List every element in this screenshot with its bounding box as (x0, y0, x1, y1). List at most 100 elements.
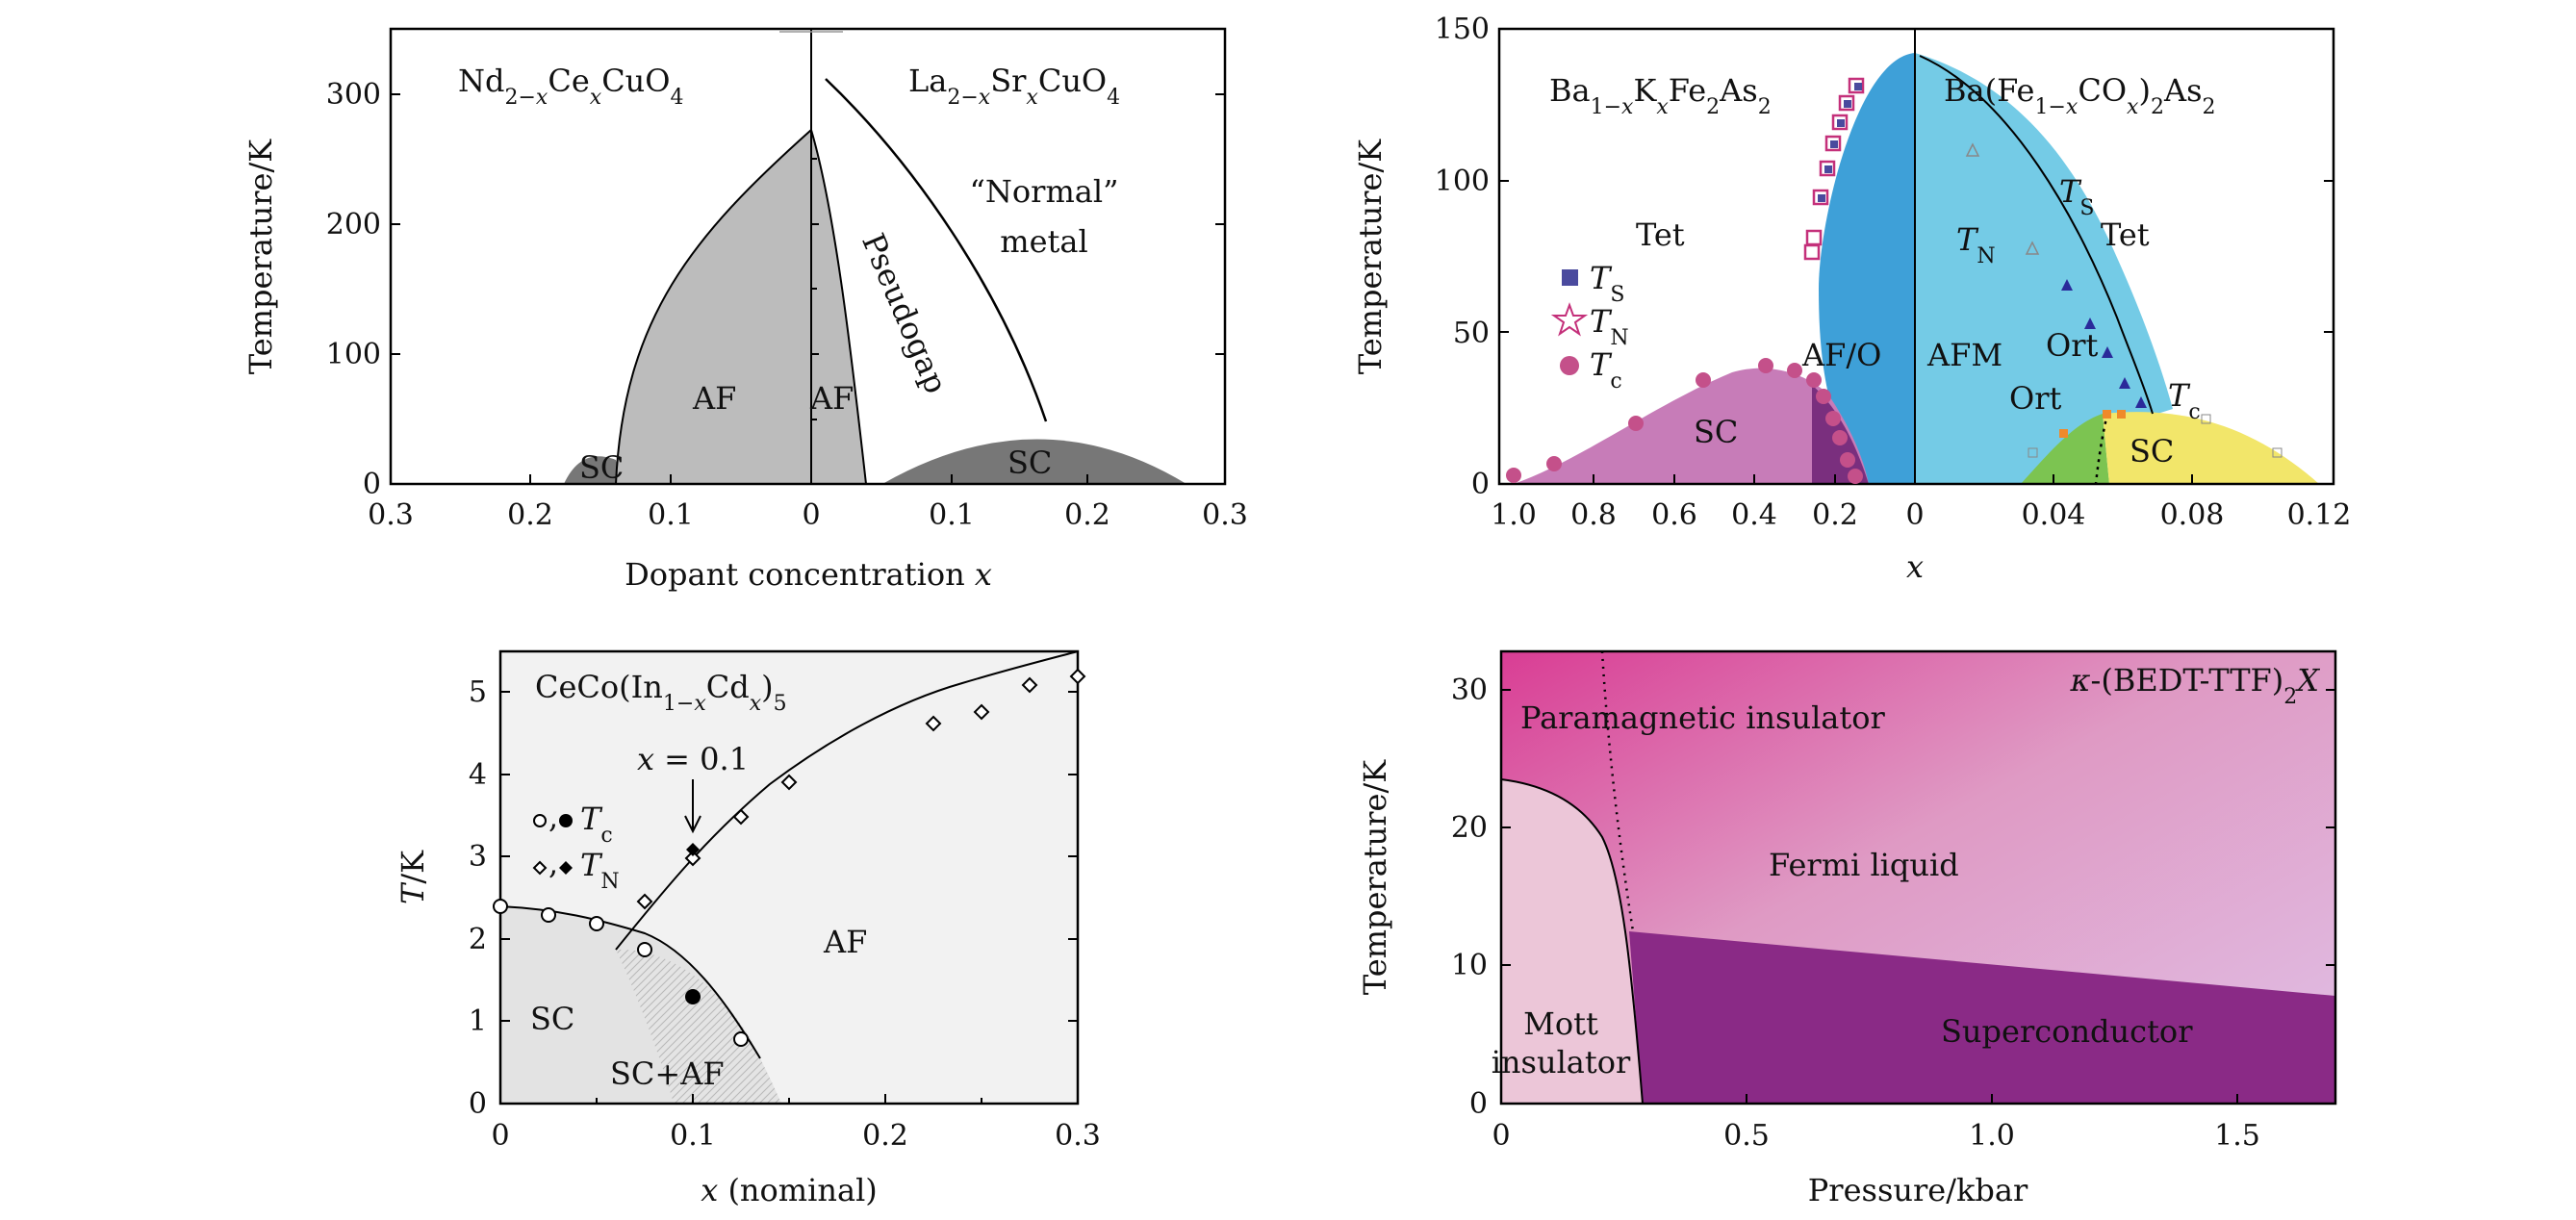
p3-xtick-2: 0.2 (862, 1119, 908, 1153)
p2-xtick-l5: 0 (1905, 498, 1924, 532)
p3-xtick-1: 0.1 (670, 1119, 716, 1153)
ts-right-marker (2025, 241, 2040, 255)
legend-tc-label: Tc (1590, 346, 1622, 394)
p4-xlabel: Pressure/kbar (1808, 1172, 2028, 1208)
tn-filled-marker (686, 843, 700, 856)
panel1-x-ticks: 0.3 0.2 0.1 0 0.1 0.2 0.3 (368, 498, 1248, 532)
panel-iron-pnictides: 1.0 0.8 0.6 0.4 0.2 0 0.04 0.08 0.12 0 5… (1352, 13, 2351, 585)
panel3-tick-marks (500, 691, 1078, 1104)
p4-mott-1: Mott (1523, 1005, 1598, 1042)
p1-xtick-6: 0.3 (1202, 498, 1248, 532)
legend-comma-2: , (548, 845, 558, 881)
panel1-y-ticks: 0 100 200 300 (326, 78, 381, 501)
p3-sc-af: SC+AF (610, 1055, 725, 1092)
tc-open-marker (493, 899, 508, 914)
p2-af-o: AF/O (1801, 337, 1881, 373)
p1-af-left: AF (692, 380, 736, 417)
p2-xtick-l4: 0.2 (1812, 498, 1858, 532)
sc-left-region (1514, 368, 1869, 484)
p2-xtick-l0: 1.0 (1491, 498, 1537, 532)
af-o-region (1819, 53, 1915, 484)
p1-pseudogap: Pseudogap (854, 228, 955, 398)
ts-right-marker (2061, 279, 2073, 291)
ts-marker (1830, 140, 1838, 148)
p1-ytick-1: 100 (326, 338, 381, 371)
panel2-ts-markers (1818, 83, 1862, 202)
ts-right-marker (2135, 396, 2147, 408)
tn-curve (615, 650, 1079, 951)
tc-marker (1825, 411, 1841, 426)
sc-right-region (882, 439, 1186, 484)
legend-tc-symbol (1560, 356, 1579, 375)
ts-marker (1844, 100, 1851, 108)
p4-xtick-2: 1.0 (1969, 1119, 2015, 1153)
ts-right-marker (2119, 377, 2130, 389)
panel2-right-markers (1965, 142, 2283, 458)
p4-paramagnetic: Paramagnetic insulator (1520, 699, 1886, 736)
panel2-tc-markers (1506, 358, 1863, 484)
legend-tn-filled (559, 861, 573, 875)
tc-right-marker (2117, 410, 2126, 419)
p4-ytick-3: 30 (1451, 674, 1488, 707)
p1-xtick-4: 0.1 (929, 498, 975, 532)
tc-marker (1506, 468, 1521, 483)
p1-sc-left: SC (579, 449, 624, 486)
panel4-frame (1499, 649, 2337, 1106)
p1-right-compound: La2−xSrxCuO4 (908, 63, 1120, 110)
tc-marker (1696, 372, 1711, 388)
tn-open-marker (732, 808, 750, 826)
panel3-x-ticks: 0 0.1 0.2 0.3 (491, 1119, 1100, 1153)
ts-right-marker (2084, 318, 2096, 329)
p4-fermi: Fermi liquid (1769, 847, 1959, 883)
tc-marker (1806, 372, 1822, 388)
p2-xtick-l3: 0.4 (1731, 498, 1777, 532)
p3-xtick-3: 0.3 (1055, 1119, 1101, 1153)
sc-af-region (616, 949, 781, 1104)
p4-xtick-0: 0 (1492, 1119, 1510, 1153)
mott-insulator-region (1501, 779, 1643, 1104)
tc-right-marker (2201, 414, 2211, 424)
tc-marker (1546, 456, 1562, 471)
p1-xtick-0: 0.3 (368, 498, 414, 532)
p2-tet-right: Tet (2101, 216, 2150, 253)
p4-ytick-1: 10 (1451, 949, 1488, 982)
legend-tc-filled (559, 814, 573, 827)
tc-marker (1816, 389, 1831, 404)
tc-marker (1840, 452, 1855, 468)
legend-ts-symbol (1562, 269, 1578, 286)
legend-tc-open (533, 814, 547, 827)
p4-xtick-1: 0.5 (1723, 1119, 1770, 1153)
af-right-region (810, 129, 868, 485)
tc-right-marker (2272, 447, 2283, 458)
p1-af-right: AF (809, 380, 854, 417)
tc-filled-marker (685, 989, 701, 1004)
panel2-frame (1497, 27, 2335, 486)
tc-open-marker (589, 916, 604, 931)
p1-normal-metal-1: “Normal” (970, 173, 1119, 210)
tc-right-marker (2103, 410, 2111, 419)
ts-marker (1824, 165, 1832, 173)
panel2-legend: TS TN Tc (1550, 260, 1629, 394)
p3-ytick-0: 0 (469, 1087, 487, 1121)
tc-right-marker (2059, 429, 2068, 438)
p3-sc: SC (530, 1001, 574, 1037)
ts-marker (1837, 119, 1845, 127)
ts-right-marker (2102, 346, 2113, 358)
sc-left-region (564, 456, 621, 484)
p3-annotation-arrow (684, 779, 701, 834)
tc-marker (1848, 469, 1863, 484)
p1-sc-right: SC (1007, 445, 1052, 481)
p4-xtick-3: 1.5 (2214, 1119, 2260, 1153)
p3-ylabel: T/K (395, 850, 431, 904)
p1-xtick-5: 0.2 (1064, 498, 1110, 532)
tn-open-marker (925, 715, 942, 732)
tc-marker (1758, 358, 1773, 373)
p2-xtick-r0: 0.04 (2022, 498, 2086, 532)
panel2-y-ticks: 0 50 100 150 (1435, 13, 1490, 501)
ts-marker (1854, 83, 1862, 90)
legend-ts-label: TS (1590, 260, 1624, 307)
afm-light-region (1915, 53, 2173, 484)
crossover-dotted-line (1600, 650, 1635, 932)
p1-xtick-3: 0 (802, 498, 820, 532)
